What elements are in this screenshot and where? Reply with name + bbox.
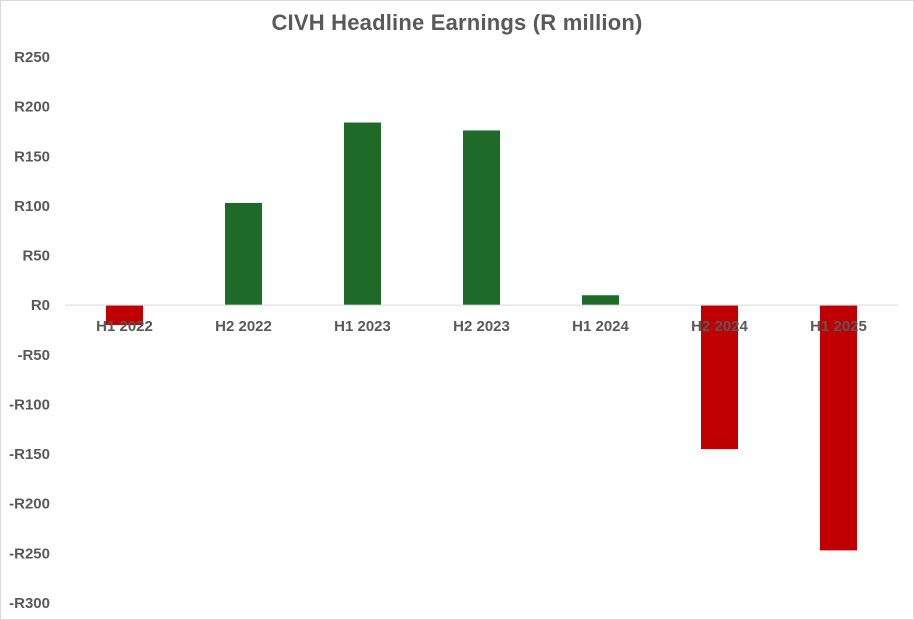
x-tick-label: H1 2025 <box>810 318 867 335</box>
y-tick-label: R150 <box>14 148 50 165</box>
y-tick-label: -R50 <box>17 347 50 364</box>
y-tick-label: R0 <box>31 297 50 314</box>
x-tick-label: H1 2024 <box>572 318 629 335</box>
y-tick-label: -R150 <box>9 446 50 463</box>
bar-h2-2022 <box>225 202 262 306</box>
y-tick-label: R50 <box>22 248 50 265</box>
y-tick-label: -R300 <box>9 595 50 612</box>
x-tick-label: H2 2023 <box>453 318 510 335</box>
bar-h1-2023 <box>344 122 381 306</box>
y-tick-label: R250 <box>14 49 50 66</box>
bars <box>106 122 857 551</box>
x-axis-ticks: H1 2022 H2 2022 H1 2023 H2 2023 H1 2024 H2 20… <box>96 318 867 335</box>
y-axis-ticks: R250 R200 R150 R100 R50 R0 -R50 -R100 -R150 -R200… <box>9 49 50 612</box>
bar-h1-2024 <box>582 295 619 306</box>
y-tick-label: -R200 <box>9 496 50 513</box>
bar-h1-2025 <box>820 305 857 551</box>
y-tick-label: R100 <box>14 198 50 215</box>
chart-title: CIVH Headline Earnings (R million) <box>271 10 643 35</box>
bar-h2-2023 <box>463 130 500 306</box>
y-tick-label: -R250 <box>9 545 50 562</box>
x-tick-label: H2 2022 <box>215 318 272 335</box>
x-tick-label: H1 2023 <box>334 318 391 335</box>
y-tick-label: -R100 <box>9 396 50 413</box>
x-tick-label: H2 2024 <box>691 318 748 335</box>
bar-h1-2022 <box>106 305 143 326</box>
bar-h2-2024 <box>701 305 738 450</box>
y-tick-label: R200 <box>14 99 50 116</box>
x-tick-label: H1 2022 <box>96 318 153 335</box>
